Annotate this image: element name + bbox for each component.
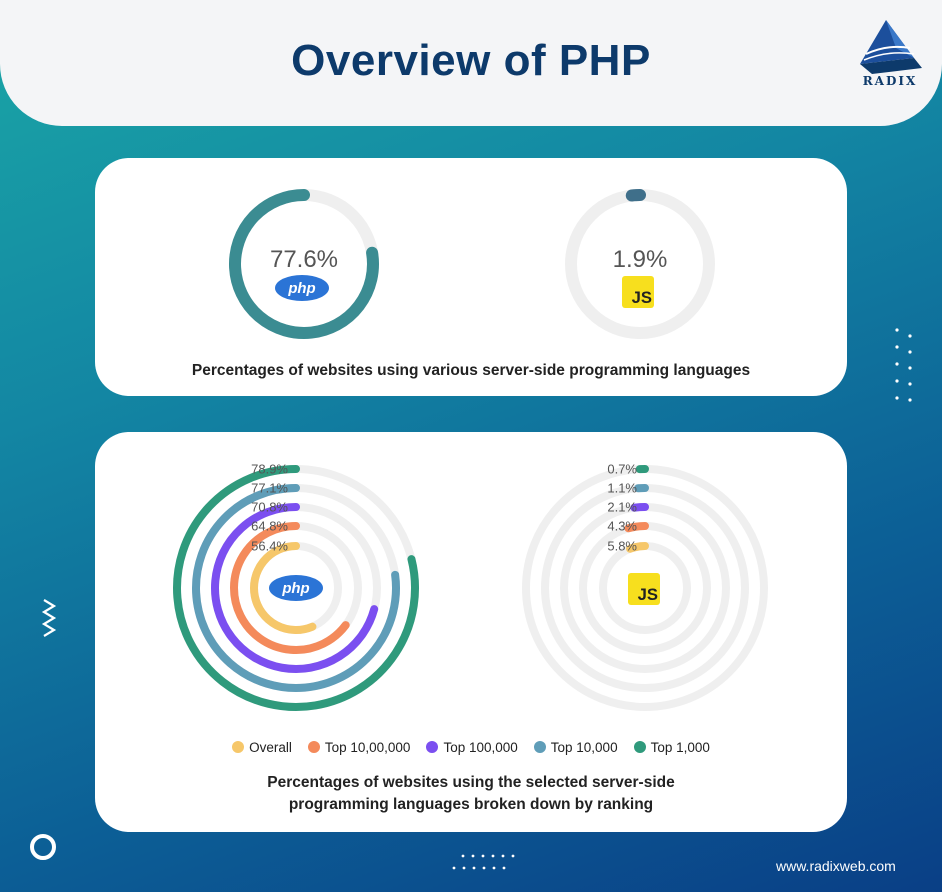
- php-donut-arc: [229, 189, 379, 339]
- dot-decoration: [501, 854, 505, 858]
- legend-dot: [426, 741, 439, 753]
- header-banner: [0, 0, 942, 126]
- dot-decoration: [895, 379, 899, 383]
- dot-decoration: [895, 362, 899, 366]
- php-logo-icon: php: [275, 275, 329, 301]
- legend-item: Overall: [232, 740, 292, 755]
- dot-decoration: [908, 382, 912, 386]
- js-share-label: 1.9%: [613, 246, 668, 273]
- js-label-2: 2.1%: [607, 500, 637, 515]
- js-label-1: 4.3%: [607, 519, 637, 534]
- js-ring-1: [624, 522, 649, 533]
- legend-label: Top 10,00,000: [324, 740, 411, 755]
- php-label-0: 56.4%: [251, 539, 288, 554]
- legend-label: Top 100,000: [443, 740, 518, 755]
- js-ring-2: [630, 502, 649, 512]
- dot-decoration: [471, 854, 475, 858]
- svg-text:php: php: [287, 280, 315, 297]
- js-label-4: 0.7%: [607, 462, 637, 477]
- website-url: www.radixweb.com: [776, 858, 896, 874]
- dot-decoration: [472, 866, 476, 870]
- overview-caption: Percentages of websites using various se…: [191, 362, 751, 379]
- js-ranking-rings: [522, 465, 768, 711]
- js-label-3: 1.1%: [607, 481, 637, 496]
- dot-decoration: [511, 854, 515, 858]
- dot-decoration: [908, 366, 912, 370]
- legend-item: Top 1,000: [633, 740, 710, 755]
- js-logo-icon: JS: [628, 573, 660, 605]
- language-badges: php JS php JS: [269, 275, 660, 605]
- dot-decoration: [482, 866, 486, 870]
- radix-pyramid-icon: [860, 20, 922, 74]
- php-label-4: 78.9%: [251, 462, 288, 477]
- zigzag-icon: [41, 599, 57, 637]
- brand-name: RADIX: [862, 74, 918, 88]
- php-label-1: 64.8%: [251, 519, 288, 534]
- dot-decoration: [908, 334, 912, 338]
- legend-item: Top 10,00,000: [307, 740, 411, 755]
- js-label-0: 5.8%: [607, 539, 637, 554]
- dot-decoration: [908, 350, 912, 354]
- php-donut-chart: [229, 189, 379, 339]
- php-ring-3: [192, 484, 400, 692]
- decorations: [41, 328, 912, 870]
- svg-text:php: php: [281, 580, 309, 597]
- js-donut-chart: [565, 188, 715, 339]
- php-ranking-rings: [173, 465, 419, 711]
- ring-decoration-icon: [30, 834, 56, 860]
- dot-decoration: [481, 854, 485, 858]
- svg-text:JS: JS: [632, 288, 652, 307]
- legend-label: Overall: [249, 740, 292, 755]
- legend-dot: [232, 741, 245, 753]
- page-title: Overview of PHP: [291, 36, 651, 85]
- legend-label: Top 10,000: [550, 740, 618, 755]
- dot-decoration: [461, 854, 465, 858]
- php-ring-1: [230, 522, 350, 654]
- js-logo-icon: JS: [622, 276, 654, 308]
- overview-card: [95, 158, 847, 396]
- js-ring-0: [626, 542, 649, 553]
- dot-decoration: [908, 398, 912, 402]
- dot-decoration: [462, 866, 466, 870]
- ring-value-labels: 77.6% 1.9% 56.4% 64.8% 70.8% 77.1% 78.9% 5.8% 4.…: [251, 246, 667, 554]
- php-logo-icon: php: [269, 575, 323, 601]
- dot-decoration: [452, 866, 456, 870]
- legend-dot: [307, 741, 320, 753]
- php-ring-4: [173, 465, 419, 711]
- php-share-label: 77.6%: [270, 246, 338, 273]
- dot-decoration: [491, 854, 495, 858]
- legend-dot: [533, 741, 546, 753]
- dot-decoration: [502, 866, 506, 870]
- ranking-caption-line1: Percentages of websites using the select…: [267, 774, 675, 791]
- ranking-caption: Percentages of websites using the select…: [95, 772, 847, 816]
- dot-decoration: [895, 345, 899, 349]
- ranking-caption-line2: programming languages broken down by ran…: [288, 796, 654, 813]
- php-ring-0: [250, 542, 317, 634]
- legend-label: Top 1,000: [650, 740, 710, 755]
- php-label-2: 70.8%: [251, 500, 288, 515]
- legend-dot: [633, 741, 646, 753]
- dot-decoration: [492, 866, 496, 870]
- php-label-3: 77.1%: [251, 481, 288, 496]
- dot-decoration: [895, 328, 899, 332]
- svg-text:JS: JS: [638, 585, 658, 604]
- php-ring-2: [211, 503, 379, 673]
- legend-item: Top 10,000: [533, 740, 618, 755]
- ranking-legend: Overall Top 10,00,000 Top 100,000 Top 10,00…: [95, 740, 847, 755]
- legend-item: Top 100,000: [426, 740, 518, 755]
- dot-decoration: [895, 396, 899, 400]
